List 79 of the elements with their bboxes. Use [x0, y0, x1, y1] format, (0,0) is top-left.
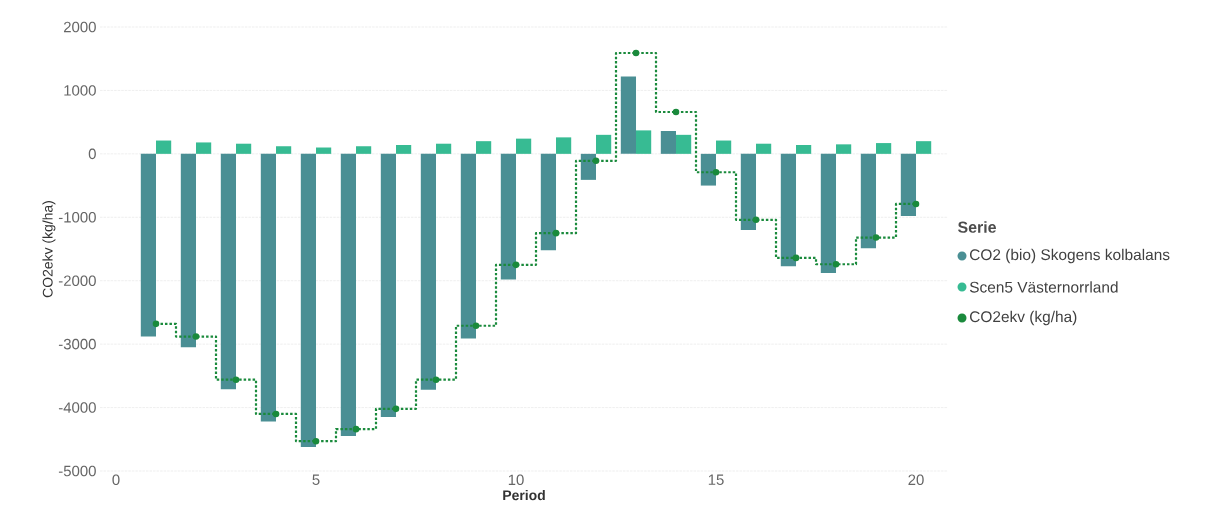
x-tick-label: 10 [508, 474, 524, 486]
legend-title: Serie [957, 221, 996, 233]
bar [436, 143, 452, 154]
bar [580, 153, 597, 180]
point [912, 200, 920, 208]
y-axis-title: CO2ekv (kg/ha) [42, 201, 56, 298]
point [512, 261, 520, 269]
bar [356, 146, 372, 154]
y-tick-label: -2000 [58, 275, 96, 286]
bar [300, 153, 316, 447]
point [232, 376, 240, 383]
point [392, 405, 400, 413]
y-tick-label: -5000 [58, 465, 96, 477]
bar [780, 153, 797, 267]
bar [676, 134, 692, 154]
legend-label: Scen5 Västernorrland [969, 281, 1118, 293]
x-axis-title: Period [503, 489, 545, 501]
bar [156, 140, 172, 154]
bar [596, 134, 612, 154]
bar [396, 144, 412, 154]
y-tick-label: 0 [88, 148, 96, 160]
point [312, 437, 320, 445]
bar [140, 153, 156, 337]
bar [316, 147, 332, 154]
y-tick-label: -4000 [58, 402, 96, 413]
bar [500, 153, 517, 280]
bar [636, 130, 652, 154]
bar [900, 153, 917, 217]
bar [276, 146, 292, 154]
bar [476, 141, 492, 154]
point [872, 234, 880, 241]
bar [340, 153, 356, 437]
point [592, 157, 600, 165]
point [712, 168, 720, 176]
y-tick-label: -1000 [58, 211, 96, 223]
bar [796, 144, 812, 154]
bar [380, 153, 396, 418]
point [192, 333, 200, 340]
point [272, 410, 280, 418]
y-tick-label: 2000 [63, 21, 96, 33]
y-tick-label: -3000 [58, 338, 96, 350]
point [472, 322, 480, 330]
x-tick-label: 15 [708, 474, 724, 485]
y-tick-label: 1000 [64, 85, 96, 96]
point [672, 108, 680, 116]
bar [740, 153, 757, 230]
bar [700, 153, 717, 186]
bar [620, 76, 637, 154]
point [792, 254, 800, 262]
bar [660, 131, 677, 154]
bar [516, 138, 532, 154]
bar [540, 153, 557, 251]
x-tick-label: 5 [312, 474, 320, 485]
x-tick-label: 20 [908, 474, 924, 486]
bar [916, 141, 932, 154]
bar [420, 153, 436, 390]
x-tick-label: 0 [112, 474, 120, 486]
bar [716, 140, 732, 154]
bar [460, 153, 476, 339]
bar [836, 144, 852, 154]
point [152, 320, 160, 328]
bar [860, 153, 877, 249]
bar [876, 143, 892, 154]
legend-label: CO2 (bio) Skogens kolbalans [969, 248, 1170, 264]
point [752, 216, 760, 224]
point [352, 425, 360, 433]
bar [820, 153, 837, 274]
point [632, 49, 640, 57]
bar [236, 143, 252, 154]
bar [260, 153, 276, 422]
bar [180, 153, 196, 348]
bar [196, 142, 212, 154]
bar [756, 143, 772, 154]
point [432, 376, 440, 383]
point [552, 229, 560, 237]
legend-label: CO2ekv (kg/ha) [969, 310, 1077, 326]
point [832, 260, 840, 268]
bar [220, 153, 236, 390]
bar [556, 137, 572, 154]
